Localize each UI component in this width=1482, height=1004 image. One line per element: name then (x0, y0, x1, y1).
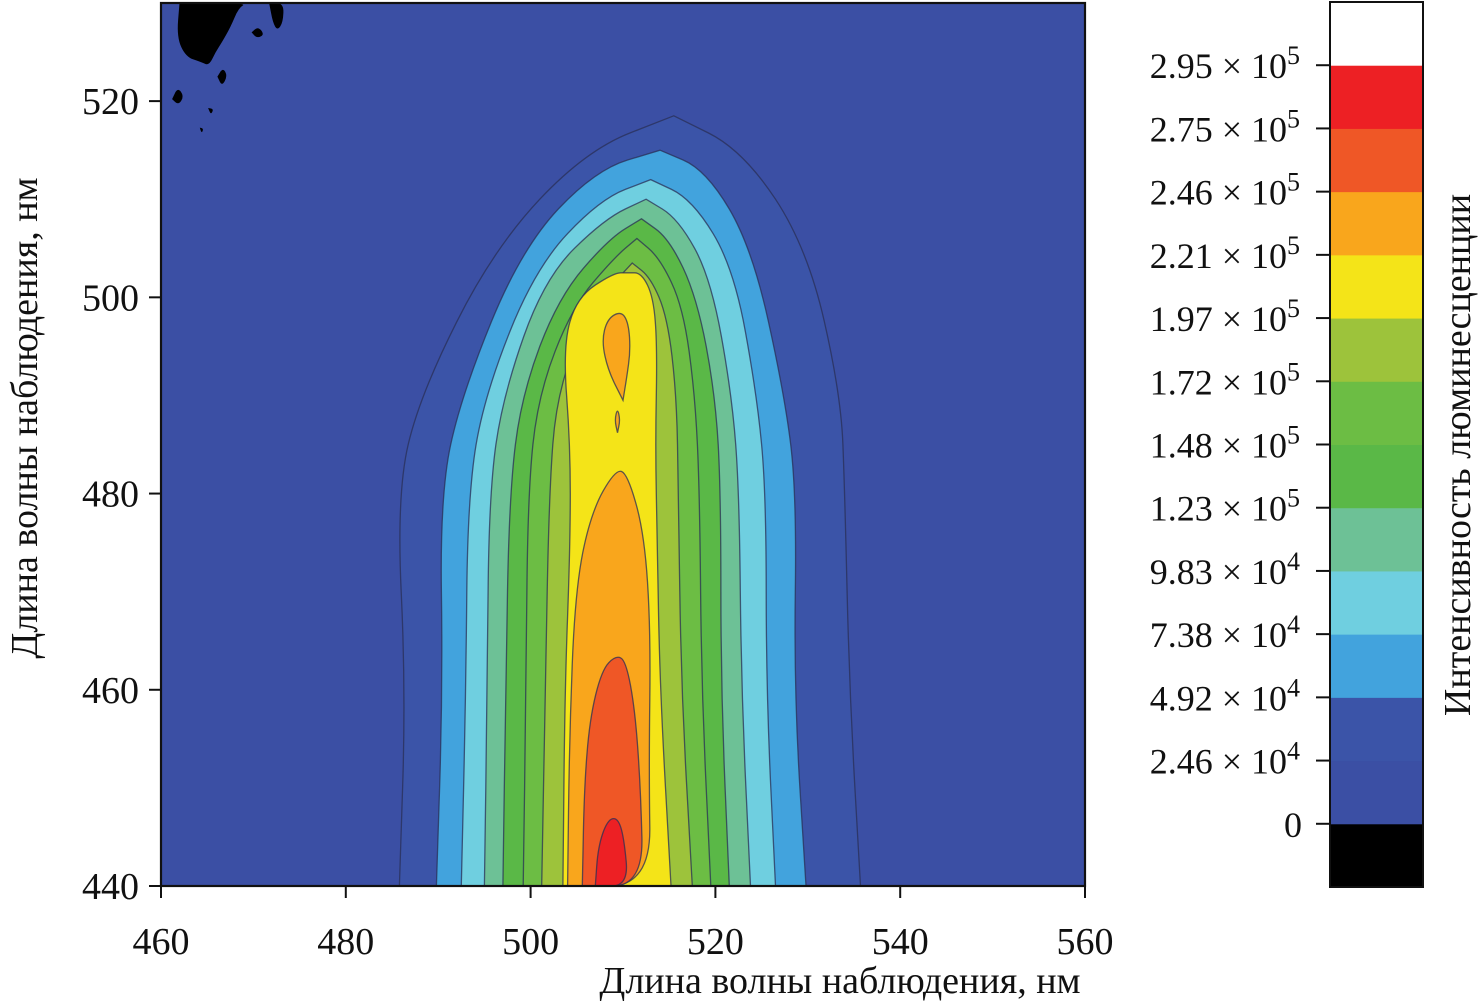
y-tick-label-440: 440 (82, 866, 139, 908)
colorbar-segment-1 (1330, 760, 1423, 825)
contour-noise-region-2 (172, 89, 183, 104)
colorbar-label-5: 1.23 × 105 (1150, 484, 1300, 529)
colorbar-segment-6 (1330, 444, 1423, 509)
contour-peak-level-9-1 (602, 312, 631, 403)
colorbar-segment-11 (1330, 128, 1423, 193)
x-tick-label-520: 520 (687, 921, 744, 963)
colorbar-segment-0 (1330, 823, 1423, 888)
x-tick-label-560: 560 (1057, 921, 1114, 963)
colorbar-segment-2 (1330, 697, 1423, 762)
colorbar-segment-9 (1330, 254, 1423, 319)
axes: 460 480 500 520 540 560 440 460 480 500 520 (82, 1, 1114, 963)
colorbar-label-10: 2.46 × 105 (1150, 168, 1300, 213)
colorbar-label-7: 1.72 × 105 (1150, 357, 1300, 402)
colorbar-label-2: 4.92 × 104 (1150, 673, 1300, 718)
contour-noise-region-0 (177, 3, 244, 65)
colorbar-label-12: 2.95 × 105 (1150, 41, 1300, 86)
contour-noise-region-4 (269, 3, 284, 29)
colorbar-label-4: 9.83 × 104 (1150, 547, 1300, 592)
colorbar-label-0: 0 (1284, 805, 1302, 845)
y-axis-title: Длина волны наблюдения, нм (4, 177, 46, 658)
colorbar-label-9: 2.21 × 105 (1150, 231, 1300, 276)
contour-peak-level-10-3 (581, 656, 643, 887)
plot-area (161, 3, 1085, 887)
contour-peak-level-11-4 (594, 817, 628, 887)
colorbar-segment-7 (1330, 381, 1423, 445)
y-tick-label-480: 480 (82, 474, 139, 516)
plot-frame (159, 1, 1087, 888)
x-tick-label-480: 480 (317, 921, 374, 963)
colorbar-segment-4 (1330, 570, 1423, 635)
colorbar: 0 2.46 × 104 4.92 × 104 7.38 × 104 9.83 × 10… (1150, 1, 1424, 888)
x-tick-label-500: 500 (502, 921, 559, 963)
colorbar-label-8: 1.97 × 105 (1150, 294, 1300, 339)
colorbar-label-3: 7.38 × 104 (1150, 610, 1300, 655)
colorbar-title: Интенсивность люминесценции (1437, 194, 1479, 716)
colorbar-label-11: 2.75 × 105 (1150, 104, 1300, 149)
contour-noise-region-6 (199, 127, 203, 133)
x-axis-title: Длина волны наблюдения, нм (599, 960, 1080, 1002)
y-tick-label-520: 520 (82, 81, 139, 123)
y-tick-label-460: 460 (82, 670, 139, 712)
x-tick-label-540: 540 (872, 921, 929, 963)
colorbar-label-1: 2.46 × 104 (1150, 737, 1300, 782)
x-tick-label-460: 460 (133, 921, 190, 963)
colorbar-label-6: 1.48 × 105 (1150, 421, 1300, 466)
contour-noise-region-5 (208, 108, 213, 114)
y-tick-label-500: 500 (82, 277, 139, 319)
colorbar-segment-10 (1330, 191, 1423, 256)
colorbar-segment-12 (1330, 65, 1423, 129)
contour-noise-region-3 (251, 28, 263, 38)
colorbar-segment-8 (1330, 318, 1423, 382)
colorbar-segment-5 (1330, 507, 1423, 572)
colorbar-segment-3 (1330, 634, 1423, 698)
colorbar-segment-13 (1330, 2, 1423, 66)
contour-noise-region-1 (217, 69, 227, 84)
contour-peak-level-9-2 (614, 410, 621, 433)
